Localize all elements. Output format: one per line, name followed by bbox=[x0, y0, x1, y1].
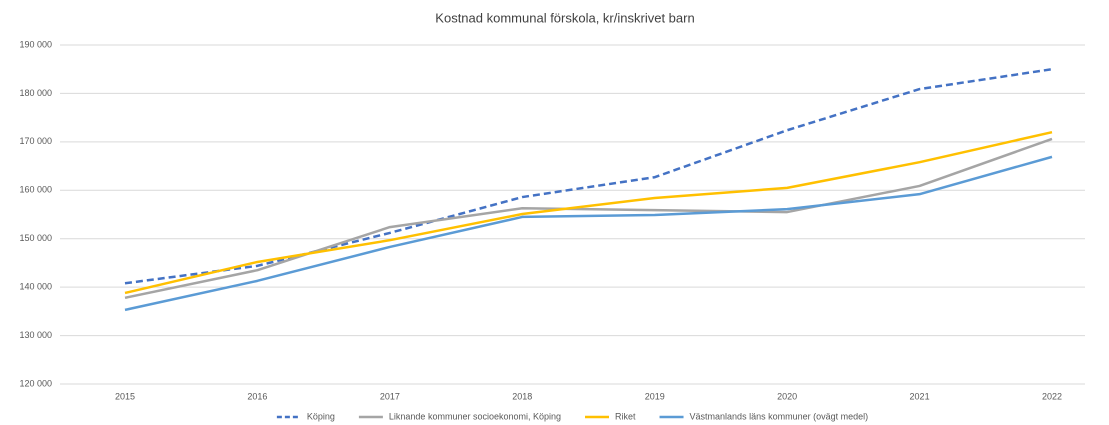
legend-label: Köping bbox=[307, 411, 335, 421]
y-tick-label: 180 000 bbox=[19, 88, 52, 98]
y-tick-label: 160 000 bbox=[19, 185, 52, 195]
y-tick-label: 190 000 bbox=[19, 39, 52, 49]
x-tick-label: 2017 bbox=[380, 391, 400, 401]
y-tick-label: 130 000 bbox=[19, 330, 52, 340]
legend-label: Riket bbox=[615, 411, 636, 421]
y-tick-label: 120 000 bbox=[19, 378, 52, 388]
series-line bbox=[124, 137, 1053, 300]
series-line bbox=[124, 130, 1053, 295]
legend-label: Västmanlands läns kommuner (ovägt medel) bbox=[690, 411, 869, 421]
y-tick-label: 140 000 bbox=[19, 282, 52, 292]
y-tick-label: 170 000 bbox=[19, 136, 52, 146]
legend-label: Liknande kommuner socioekonomi, Köping bbox=[389, 411, 561, 421]
x-tick-label: 2018 bbox=[512, 391, 532, 401]
x-tick-label: 2016 bbox=[247, 391, 267, 401]
series-line bbox=[124, 67, 1053, 285]
y-tick-label: 150 000 bbox=[19, 233, 52, 243]
x-tick-label: 2020 bbox=[777, 391, 797, 401]
x-tick-label: 2019 bbox=[645, 391, 665, 401]
x-tick-label: 2015 bbox=[115, 391, 135, 401]
x-tick-label: 2022 bbox=[1042, 391, 1062, 401]
x-tick-label: 2021 bbox=[910, 391, 930, 401]
series-line bbox=[124, 155, 1053, 312]
chart-title: Kostnad kommunal förskola, kr/inskrivet … bbox=[435, 10, 694, 25]
